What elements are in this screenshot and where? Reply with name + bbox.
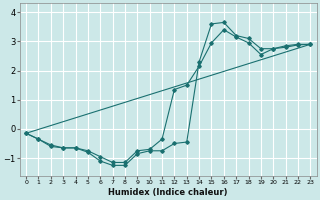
X-axis label: Humidex (Indice chaleur): Humidex (Indice chaleur) [108, 188, 228, 197]
